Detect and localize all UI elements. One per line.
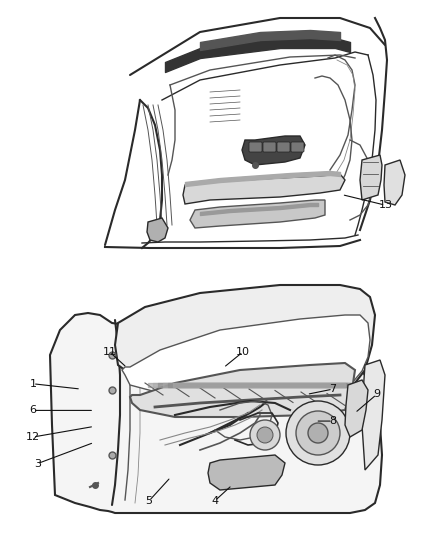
Polygon shape	[208, 455, 285, 490]
Polygon shape	[147, 218, 168, 242]
Text: 3: 3	[34, 459, 41, 469]
Text: 7: 7	[329, 384, 336, 394]
Text: 4: 4	[211, 496, 218, 506]
Polygon shape	[115, 285, 375, 390]
Circle shape	[296, 411, 340, 455]
Text: 9: 9	[373, 390, 380, 399]
Polygon shape	[384, 160, 405, 205]
Circle shape	[250, 420, 280, 450]
Text: 1: 1	[29, 379, 36, 389]
Circle shape	[286, 401, 350, 465]
Text: 11: 11	[102, 347, 117, 357]
Polygon shape	[190, 200, 325, 228]
Polygon shape	[122, 315, 370, 393]
Polygon shape	[362, 360, 385, 470]
Polygon shape	[183, 174, 345, 204]
Polygon shape	[50, 313, 382, 513]
Text: 10: 10	[236, 347, 250, 357]
Text: 12: 12	[26, 432, 40, 442]
FancyBboxPatch shape	[263, 142, 276, 152]
Polygon shape	[242, 136, 305, 165]
Text: 5: 5	[145, 496, 152, 506]
Polygon shape	[130, 363, 355, 417]
Polygon shape	[345, 380, 368, 437]
FancyBboxPatch shape	[291, 142, 304, 152]
Text: 13: 13	[378, 200, 392, 210]
Text: 8: 8	[329, 416, 336, 426]
Circle shape	[257, 427, 273, 443]
FancyBboxPatch shape	[249, 142, 262, 152]
Text: 6: 6	[29, 406, 36, 415]
Polygon shape	[360, 155, 382, 200]
FancyBboxPatch shape	[277, 142, 290, 152]
Circle shape	[308, 423, 328, 443]
